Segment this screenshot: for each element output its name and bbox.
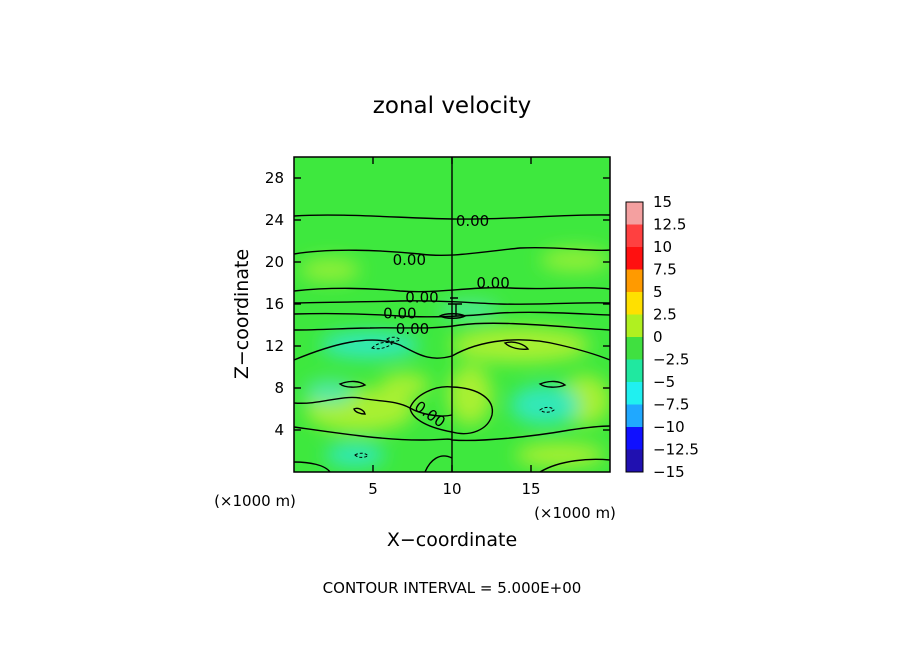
contour-line bbox=[503, 341, 530, 350]
colorbar-segment bbox=[626, 427, 643, 450]
colorbar-segment bbox=[626, 404, 643, 428]
positive-patch bbox=[450, 327, 590, 363]
contour-line bbox=[539, 458, 610, 472]
plot-area: 0.000.000.000.000.000.000.00 48121620242… bbox=[265, 156, 611, 498]
negative-patch bbox=[510, 385, 580, 425]
colorbar-segment bbox=[626, 202, 643, 225]
y-tick-label: 16 bbox=[265, 295, 284, 313]
positive-patch bbox=[448, 365, 492, 425]
y-tick-label: 4 bbox=[274, 421, 284, 439]
chart-title: zonal velocity bbox=[373, 93, 531, 119]
colorbar-label: −7.5 bbox=[653, 396, 689, 414]
colorbar-segment bbox=[626, 359, 643, 383]
contour-label: 0.00 bbox=[476, 274, 509, 292]
contour-line bbox=[294, 461, 331, 472]
x-tick-label: 15 bbox=[521, 480, 540, 498]
contour-line bbox=[539, 406, 555, 413]
colorbar: 15 12.5 10 7.5 5 2.5 0 −2.5 −5 −7.5 −10 −12.5 −15 bbox=[625, 193, 699, 481]
colorbar-label: 10 bbox=[653, 238, 672, 256]
contour-line bbox=[538, 380, 567, 388]
colorbar-label: 0 bbox=[653, 328, 663, 346]
x-tick-label: 10 bbox=[442, 480, 461, 498]
field-patches bbox=[294, 157, 610, 472]
contour-line bbox=[294, 396, 453, 417]
x-unit-left: (×1000 m) bbox=[214, 492, 296, 510]
contour-line bbox=[294, 311, 610, 318]
colorbar-segment bbox=[626, 269, 643, 293]
contour-label: 0.00 bbox=[393, 251, 426, 269]
negative-contours bbox=[354, 336, 555, 458]
contour-line bbox=[294, 300, 610, 305]
colorbar-label: 7.5 bbox=[653, 261, 677, 279]
contour-label: 0.00 bbox=[405, 289, 438, 307]
colorbar-segment bbox=[626, 224, 643, 248]
colorbar-label: −15 bbox=[653, 463, 685, 481]
colorbar-label: 12.5 bbox=[653, 216, 686, 234]
colorbar-segment bbox=[626, 314, 643, 338]
colorbar-label: 15 bbox=[653, 193, 672, 211]
positive-patch bbox=[540, 248, 610, 272]
contour-label: 0.00 bbox=[383, 304, 416, 322]
colorbar-frame bbox=[625, 201, 644, 473]
x-unit-right: (×1000 m) bbox=[534, 504, 616, 522]
colorbar-label: 5 bbox=[653, 283, 663, 301]
y-tick-label: 28 bbox=[265, 169, 284, 187]
colorbar-segment bbox=[626, 382, 643, 405]
y-tick-label: 12 bbox=[265, 337, 284, 355]
contour-line bbox=[338, 380, 367, 388]
y-tick-label: 8 bbox=[274, 379, 284, 397]
contour-line bbox=[294, 286, 610, 293]
contour-line bbox=[424, 455, 453, 472]
contour-label: 0.00 bbox=[396, 320, 429, 338]
colorbar-label: −12.5 bbox=[653, 441, 699, 459]
contour-line bbox=[438, 313, 467, 319]
contour-line bbox=[371, 341, 393, 350]
positive-patch bbox=[515, 443, 605, 467]
x-axis-label: X−coordinate bbox=[387, 529, 517, 551]
negative-patch bbox=[320, 331, 420, 359]
positive-patch bbox=[300, 258, 360, 282]
colorbar-label: −2.5 bbox=[653, 351, 689, 369]
contour-interval-note: CONTOUR INTERVAL = 5.000E+00 bbox=[323, 579, 582, 597]
contour-line bbox=[294, 322, 610, 331]
y-tick-label: 20 bbox=[265, 253, 284, 271]
colorbar-segment bbox=[626, 449, 643, 473]
contour-line bbox=[409, 386, 493, 435]
contour-line bbox=[353, 407, 366, 415]
colorbar-label: −10 bbox=[653, 418, 685, 436]
x-tick-label: 5 bbox=[368, 480, 378, 498]
y-tick-label: 24 bbox=[265, 211, 284, 229]
colorbar-label: 2.5 bbox=[653, 306, 677, 324]
contour-line bbox=[294, 246, 610, 256]
colorbar-segment bbox=[626, 337, 643, 360]
colorbar-label: −5 bbox=[653, 373, 675, 391]
positive-patch bbox=[380, 373, 430, 397]
contour-label: 0.00 bbox=[456, 212, 489, 230]
y-axis-label: Z−coordinate bbox=[231, 249, 253, 379]
contour-lines bbox=[294, 214, 610, 472]
colorbar-segment bbox=[626, 247, 643, 270]
colorbar-segment bbox=[626, 292, 643, 315]
x-axis-ticks: 5 10 15 bbox=[368, 157, 541, 498]
y-axis-ticks: 4 8 12 16 20 24 28 bbox=[265, 169, 610, 439]
